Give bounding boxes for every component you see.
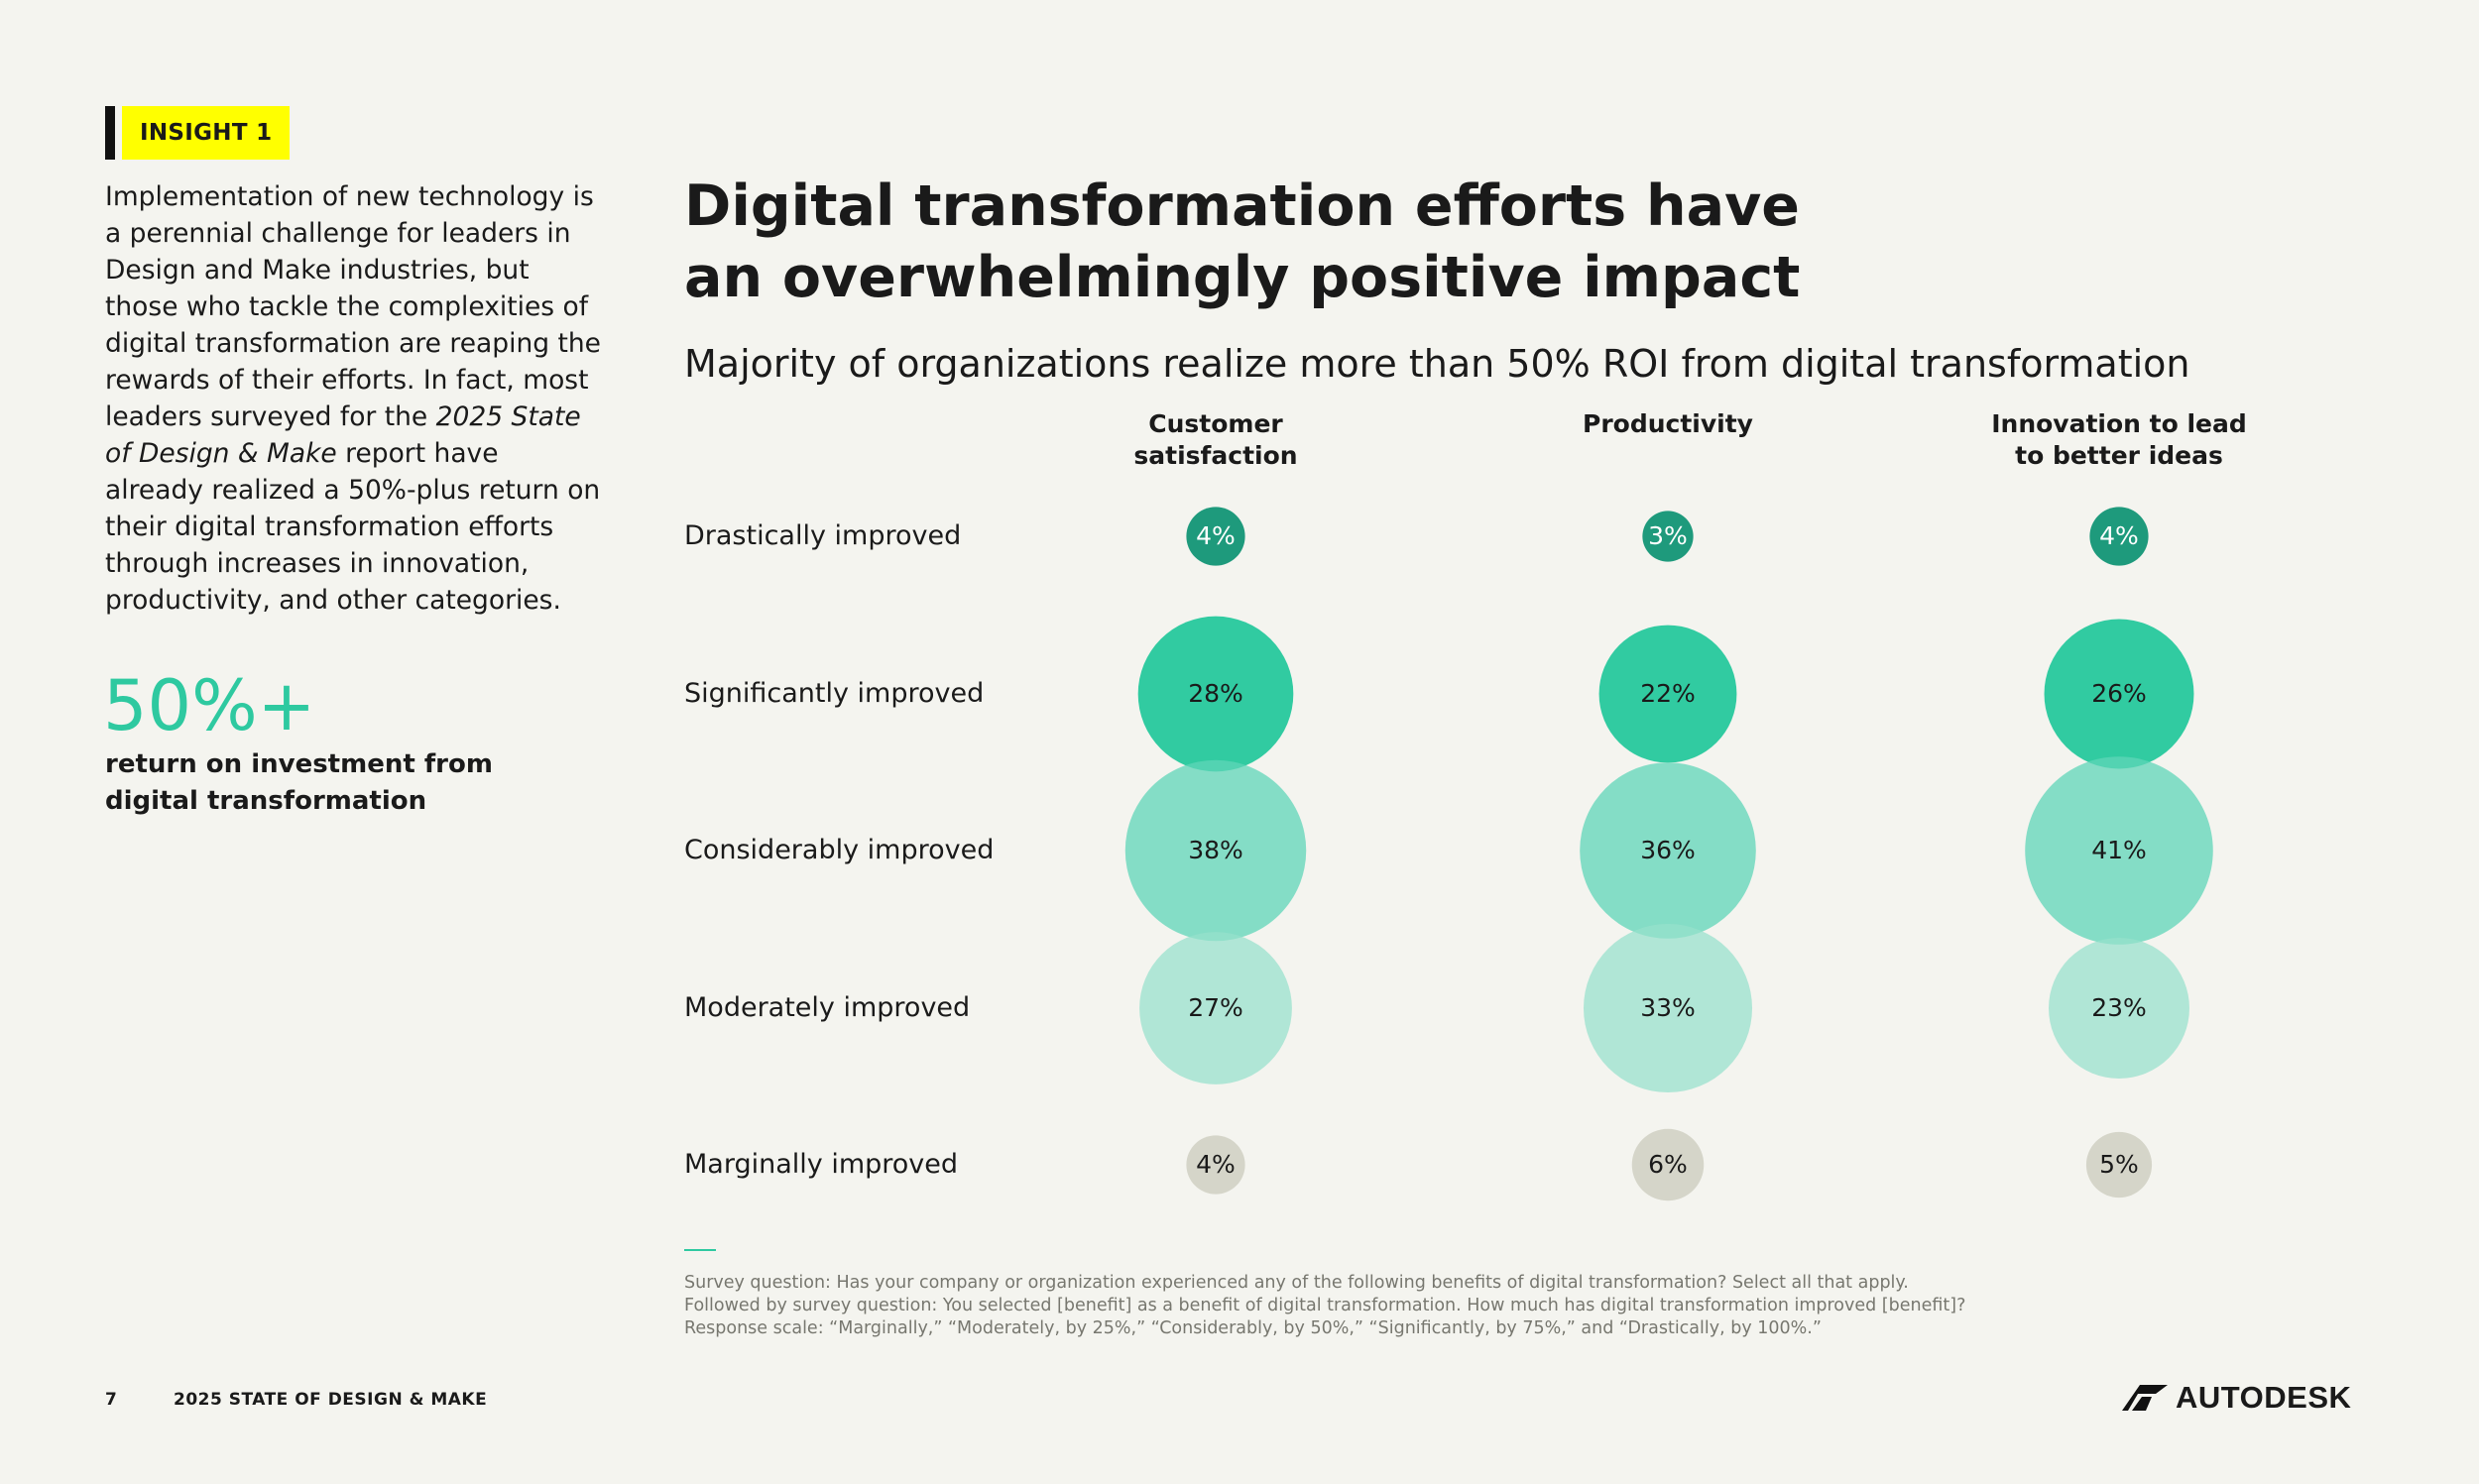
bubble-value-label: 3%	[1648, 521, 1688, 550]
column-header-line: to better ideas	[2015, 441, 2223, 470]
bubble	[1186, 1135, 1245, 1195]
column-header-line: Productivity	[1583, 409, 1753, 438]
brand-name: AUTODESK	[2176, 1380, 2352, 1415]
bubble-value-label: 33%	[1640, 993, 1696, 1022]
bubble-value-label: 38%	[1188, 836, 1243, 864]
bubble	[1139, 932, 1292, 1084]
autodesk-logo: AUTODESK	[2122, 1380, 2351, 1416]
bubble	[2085, 1131, 2153, 1199]
column-header: Customer satisfaction	[1057, 408, 1374, 472]
bubble-value-label: 27%	[1188, 993, 1243, 1022]
intro-paragraph: Implementation of new technology is a pe…	[105, 178, 601, 619]
bubble	[1598, 625, 1737, 763]
bubble	[1583, 923, 1753, 1093]
bubble-value-label: 4%	[1196, 1150, 1236, 1179]
bubble-value-label: 4%	[2099, 521, 2139, 550]
insight-tag: INSIGHT 1	[105, 106, 291, 160]
bubble	[2049, 938, 2189, 1079]
bubble-value-label: 28%	[1188, 679, 1243, 708]
bubble-value-label: 5%	[2099, 1150, 2139, 1179]
intro-report-title: 2025 State of Design & Make	[105, 401, 581, 469]
bubble	[2089, 507, 2149, 566]
bubble	[1642, 511, 1694, 562]
page-title: Digital transformation efforts have an o…	[684, 171, 1973, 313]
footnote-divider	[684, 1249, 716, 1251]
bubble	[2025, 756, 2213, 945]
bubble-value-label: 22%	[1640, 679, 1696, 708]
bubble-value-label: 41%	[2091, 836, 2147, 864]
column-header-line: Customer	[1148, 409, 1283, 438]
bubble	[1186, 507, 1245, 566]
bubble-value-label: 36%	[1640, 836, 1696, 864]
footnote-line-1: Survey question: Has your company or org…	[684, 1273, 1909, 1293]
row-label: Drastically improved	[684, 520, 962, 551]
bubble	[1631, 1128, 1705, 1201]
row-label: Marginally improved	[684, 1149, 959, 1180]
autodesk-logo-icon	[2122, 1385, 2168, 1411]
bubble-value-label: 26%	[2091, 679, 2147, 708]
row-label: Moderately improved	[684, 992, 971, 1023]
footnote-line-3: Response scale: “Marginally,” “Moderatel…	[684, 1318, 1822, 1338]
column-header-line: satisfaction	[1133, 441, 1298, 470]
bubble-value-label: 6%	[1648, 1150, 1688, 1179]
report-name: 2025 STATE OF DESIGN & MAKE	[174, 1390, 488, 1410]
column-header: Innovation to lead to better ideas	[1960, 408, 2278, 472]
title-line-2: an overwhelmingly positive impact	[684, 245, 1801, 310]
insight-tag-bar	[105, 106, 115, 160]
column-header: Productivity	[1509, 408, 1827, 440]
bubble	[2044, 619, 2194, 769]
intro-text-1: Implementation of new technology is a pe…	[105, 181, 601, 432]
row-label: Significantly improved	[684, 678, 985, 709]
insight-tag-label: INSIGHT 1	[122, 106, 291, 160]
bubble-value-label: 4%	[1196, 521, 1236, 550]
chart-subtitle: Majority of organizations realize more t…	[684, 342, 2190, 386]
row-label: Considerably improved	[684, 835, 995, 865]
column-header-line: Innovation to lead	[1991, 409, 2247, 438]
bubble-value-label: 23%	[2091, 993, 2147, 1022]
stat-value: 50%+	[103, 665, 316, 746]
stat-label: return on investment from digital transf…	[105, 749, 493, 816]
bubble	[1137, 616, 1294, 772]
bubble	[1124, 759, 1307, 942]
page-number: 7	[105, 1390, 117, 1410]
intro-text-2: report have already realized a 50%-plus …	[105, 438, 601, 616]
bubble	[1580, 762, 1756, 939]
title-line-1: Digital transformation efforts have	[684, 173, 1800, 239]
footnote-line-2: Followed by survey question: You selecte…	[684, 1296, 1966, 1315]
footnote: Survey question: Has your company or org…	[684, 1272, 2370, 1340]
